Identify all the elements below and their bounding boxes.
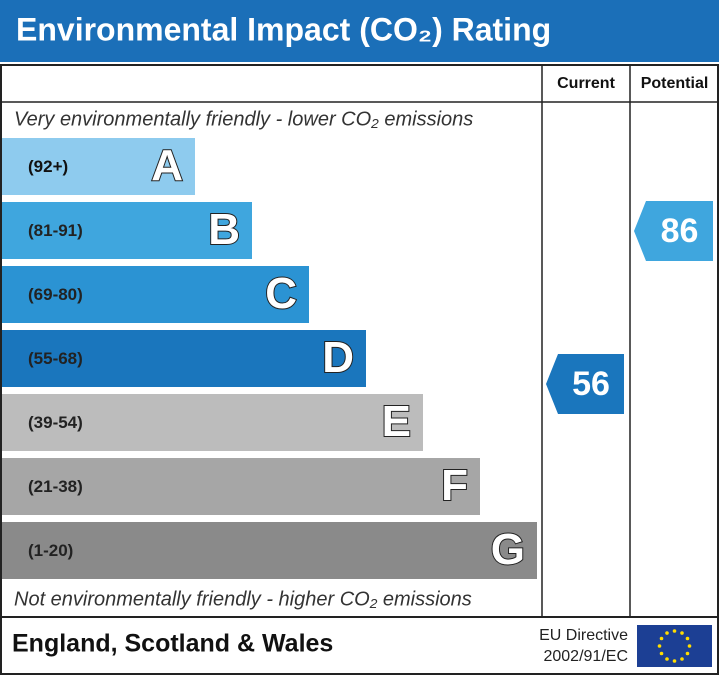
rating-value: 56	[572, 365, 610, 403]
band-letter: B	[208, 205, 240, 254]
column-header: Current	[557, 75, 615, 92]
band-letter: G	[491, 525, 525, 574]
band-range: (1-20)	[28, 541, 73, 560]
band	[2, 330, 366, 387]
band-range: (55-68)	[28, 349, 83, 368]
chart-title: Environmental Impact (CO₂) Rating	[16, 11, 551, 47]
band	[2, 138, 195, 195]
flag-star	[657, 644, 662, 648]
band-range: (69-80)	[28, 285, 83, 304]
flag-star	[665, 657, 669, 661]
band	[2, 202, 252, 259]
bottom-note: Not environmentally friendly - higher CO…	[14, 588, 472, 610]
flag-star	[685, 651, 690, 656]
flag-star	[659, 636, 664, 641]
band-letter: F	[441, 461, 468, 510]
flag-star	[685, 636, 690, 641]
flag-star	[680, 631, 684, 635]
band-range: (92+)	[28, 157, 68, 176]
eu-flag	[637, 625, 712, 667]
flag-star	[680, 657, 684, 661]
footer-directive: EU Directive	[539, 627, 628, 644]
band-letter: D	[322, 333, 354, 382]
band	[2, 458, 480, 515]
flag-star	[665, 631, 669, 635]
band	[2, 266, 309, 323]
frame	[0, 64, 719, 675]
flag-star	[659, 651, 664, 656]
title-bar	[0, 0, 719, 62]
band-letter: E	[382, 397, 411, 446]
band	[2, 522, 537, 579]
rating-arrow	[634, 201, 713, 261]
band-range: (21-38)	[28, 477, 83, 496]
rating-value: 86	[661, 212, 699, 250]
footer-directive: 2002/91/EC	[543, 648, 628, 665]
footer-region: England, Scotland & Wales	[12, 630, 333, 658]
flag-star	[672, 659, 677, 663]
band-range: (81-91)	[28, 221, 83, 240]
band-letter: C	[265, 269, 297, 318]
flag-star	[672, 629, 677, 633]
column-header: Potential	[641, 75, 709, 92]
band	[2, 394, 423, 451]
rating-arrow	[546, 354, 624, 414]
flag-star	[687, 644, 692, 648]
band-letter: A	[151, 141, 183, 190]
band-range: (39-54)	[28, 413, 83, 432]
top-note: Very environmentally friendly - lower CO…	[14, 108, 473, 130]
